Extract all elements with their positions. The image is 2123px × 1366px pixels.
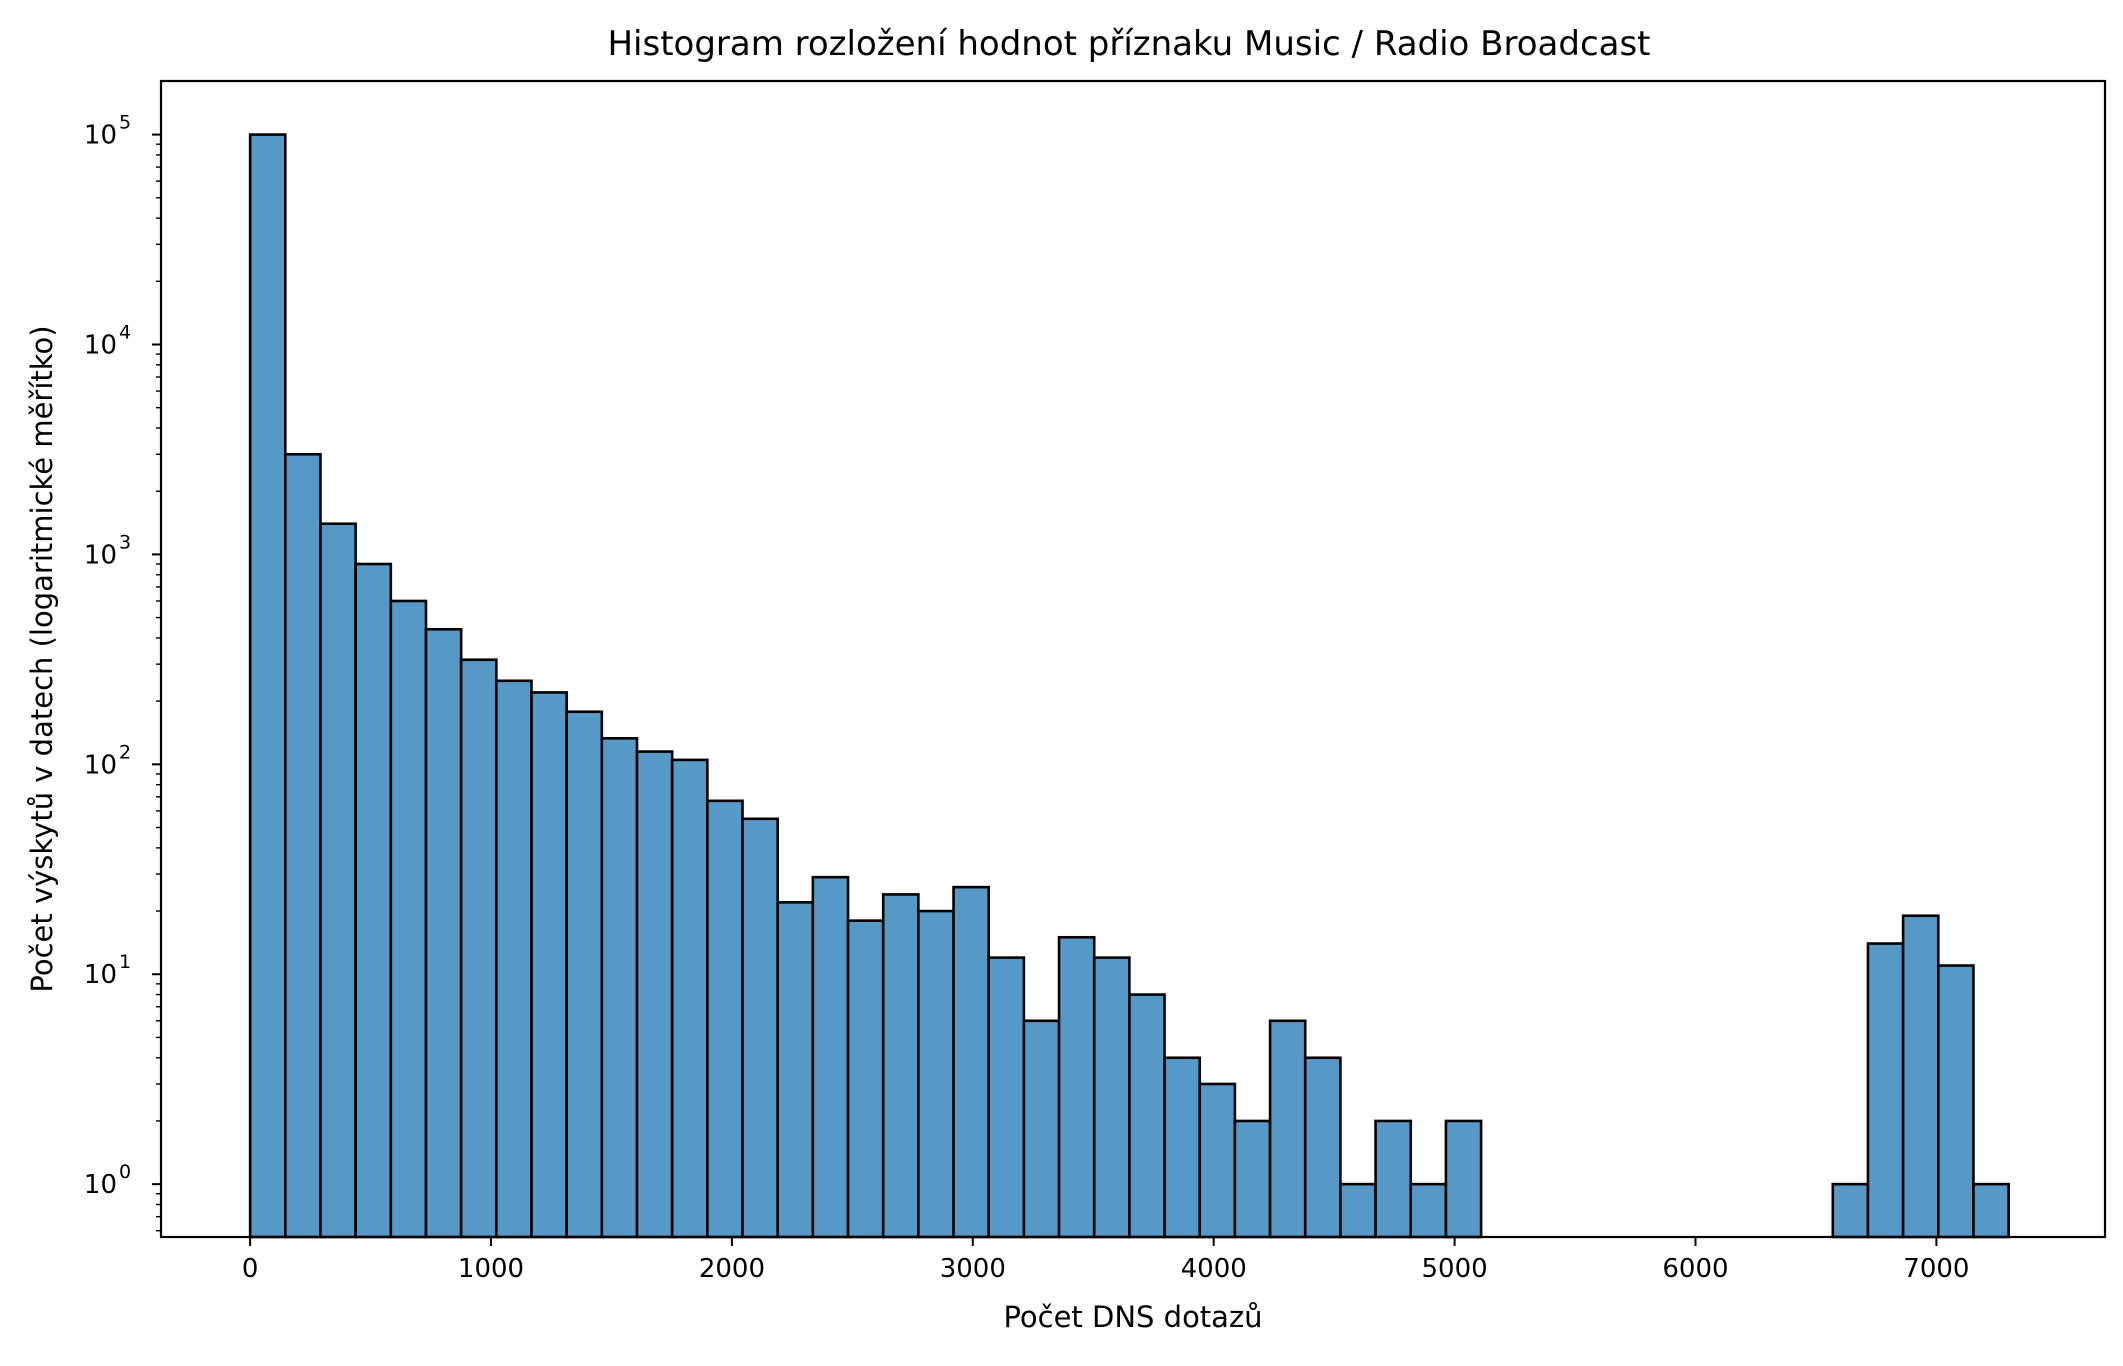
x-tick-label: 6000 — [1662, 1254, 1728, 1284]
histogram-bar-35 — [1831, 1182, 1870, 1239]
histogram-bar-32 — [1374, 1119, 1413, 1239]
histogram-bar-38 — [1937, 964, 1975, 1239]
x-axis-label: Počet DNS dotazů — [1003, 1300, 1262, 1334]
x-tick-label: 7000 — [1903, 1254, 1969, 1284]
y-tick-label: 10 — [84, 1170, 117, 1200]
histogram-bar-23 — [1057, 935, 1096, 1239]
x-tick-label: 2000 — [699, 1254, 765, 1284]
histogram-bar-1 — [284, 452, 322, 1239]
histogram-bar-4 — [389, 599, 428, 1239]
x-tick-label: 1000 — [458, 1254, 524, 1284]
y-tick-label: 10 — [84, 330, 117, 360]
histogram-bar-30 — [1303, 1056, 1342, 1239]
x-tick-label: 5000 — [1422, 1254, 1488, 1284]
y-tick-label: 10 — [84, 960, 117, 990]
x-tick-label: 3000 — [940, 1254, 1006, 1284]
histogram-bar-3 — [354, 562, 393, 1239]
histogram-bar-19 — [917, 909, 955, 1239]
x-tick-label: 4000 — [1181, 1254, 1247, 1284]
chart-title: Histogram rozložení hodnot příznaku Musi… — [607, 24, 1650, 64]
histogram-bar-11 — [635, 750, 674, 1239]
histogram-bar-7 — [495, 679, 533, 1239]
y-tick-exponent: 3 — [119, 531, 131, 553]
histogram-bar-0 — [248, 133, 287, 1239]
histogram-bar-33 — [1409, 1182, 1448, 1239]
histogram-bar-2 — [319, 522, 357, 1239]
y-tick-label: 10 — [84, 121, 117, 151]
histogram-bar-14 — [741, 817, 779, 1239]
histogram-bar-29 — [1268, 1019, 1307, 1239]
histogram-bar-5 — [424, 627, 463, 1239]
histogram-bar-18 — [881, 893, 920, 1239]
histogram-bar-12 — [670, 758, 709, 1239]
plot-frame — [159, 79, 2107, 1239]
histogram-bar-10 — [600, 737, 639, 1239]
y-tick-exponent: 2 — [119, 741, 131, 763]
x-axis-ticks: 0 1000 2000 3000 4000 5000 6000 7000 — [242, 1237, 1969, 1284]
histogram-bar-13 — [706, 799, 744, 1239]
histogram-bar-25 — [1128, 993, 1166, 1239]
histogram-bar-34 — [1444, 1119, 1483, 1239]
y-tick-exponent: 1 — [119, 951, 131, 973]
y-tick-exponent: 5 — [119, 112, 131, 134]
histogram-bar-39 — [1972, 1182, 2010, 1239]
histogram-bar-24 — [1092, 956, 1131, 1239]
y-tick-label: 10 — [84, 750, 117, 780]
histogram-bar-27 — [1198, 1082, 1237, 1239]
histogram-bar-28 — [1233, 1119, 1272, 1239]
y-axis-label: Počet výskytů v datech (logaritmické měř… — [25, 325, 59, 992]
histogram-bar-36 — [1866, 942, 1905, 1239]
y-tick-exponent: 4 — [119, 321, 131, 343]
histogram-bar-31 — [1339, 1182, 1377, 1239]
histogram-bar-22 — [1022, 1019, 1061, 1239]
histogram-bar-9 — [565, 710, 604, 1239]
x-tick-label: 0 — [242, 1254, 259, 1284]
histogram-bar-26 — [1163, 1056, 1202, 1239]
histogram-bar-6 — [459, 658, 498, 1239]
histogram-bar-17 — [846, 919, 885, 1239]
histogram-bar-21 — [987, 956, 1026, 1239]
y-tick-label: 10 — [84, 540, 117, 570]
histogram-bar-16 — [811, 875, 850, 1239]
bars-group — [248, 133, 2010, 1239]
histogram-bar-37 — [1901, 914, 1940, 1239]
y-tick-exponent: 0 — [119, 1161, 131, 1183]
histogram-bar-15 — [776, 901, 815, 1239]
histogram-bar-8 — [530, 691, 568, 1239]
histogram-bar-20 — [952, 885, 991, 1239]
